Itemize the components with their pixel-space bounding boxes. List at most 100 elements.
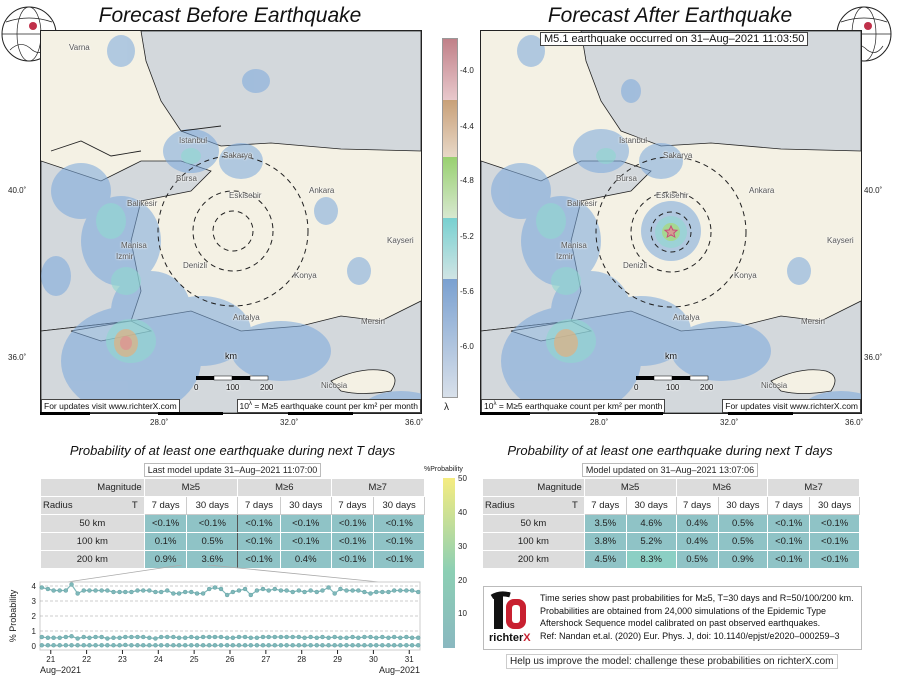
data-point — [302, 589, 307, 595]
city-label: Varna — [69, 43, 90, 52]
data-point — [75, 636, 80, 641]
city-label: Balikesir — [127, 199, 158, 208]
data-point — [218, 586, 224, 592]
probability-cell: 0.9% — [717, 550, 769, 569]
colorbar-label: λ — [444, 402, 449, 413]
lon-label: 28.0˚ — [150, 418, 169, 427]
probability-cell: <0.1% — [809, 550, 860, 569]
city-label: Bursa — [616, 174, 637, 183]
data-point — [266, 643, 271, 648]
probability-cell: <0.1% — [279, 514, 332, 533]
data-point — [266, 634, 271, 640]
period-column-header: 30 days — [625, 496, 677, 515]
richterx-logo-text: richterX — [489, 632, 531, 644]
right-table-title: Probability of at least one earthquake d… — [507, 443, 833, 458]
data-point — [254, 643, 260, 648]
richterx-logo-icon — [490, 591, 526, 629]
data-point — [236, 634, 242, 640]
data-point — [374, 589, 379, 595]
data-point — [380, 589, 385, 595]
data-point — [296, 634, 302, 640]
radius-label: 100 km — [482, 532, 585, 551]
data-point — [409, 635, 415, 640]
period-column-header: 30 days — [373, 496, 425, 515]
probability-cell: 0.4% — [675, 532, 719, 551]
period-column-header: 30 days — [279, 496, 332, 515]
city-label: Mersin — [801, 317, 826, 326]
data-point — [290, 589, 295, 595]
update-link[interactable]: For updates visit www.richterX.com — [722, 399, 861, 413]
radius-label: 200 km — [482, 550, 585, 569]
right-probability-table: Magnitude M≥5 M≥6 M≥7 Radius T 7 days 30 days 7 … — [482, 478, 860, 569]
data-point — [272, 643, 278, 648]
probability-cell: 0.5% — [186, 532, 239, 551]
radius-header: Radius T — [482, 496, 585, 515]
epicenter-star-icon — [663, 224, 679, 239]
data-point — [147, 588, 152, 593]
data-point — [153, 636, 158, 641]
data-point — [123, 589, 128, 595]
city-label: Konya — [734, 271, 757, 280]
period-column-header: 30 days — [186, 496, 239, 515]
probability-cell: <0.1% — [330, 514, 375, 533]
data-point — [224, 635, 230, 640]
data-point — [320, 634, 325, 640]
info-box: richterX Time series show past probabili… — [483, 586, 862, 650]
data-point — [81, 634, 86, 640]
data-point — [57, 588, 62, 593]
data-point — [242, 643, 248, 648]
data-point — [135, 643, 140, 648]
data-point — [99, 643, 104, 648]
x-tick-label: 24 — [154, 655, 163, 664]
table-row: 100 km 3.8% 5.2% 0.4% 0.5% <0.1% <0.1% — [482, 532, 860, 551]
data-point — [171, 591, 176, 596]
data-point — [314, 643, 319, 648]
data-point — [141, 643, 146, 648]
data-point — [51, 643, 56, 648]
right-forecast-map[interactable]: Istanbul Sakarya Bursa Eskisehir Ankara … — [480, 30, 862, 414]
data-point — [362, 643, 367, 648]
update-link[interactable]: For updates visit www.richterX.com — [41, 399, 180, 413]
data-point — [278, 634, 284, 640]
scale-tick: 200 — [700, 383, 714, 392]
probability-cell: <0.1% — [767, 532, 811, 551]
colorbar-tick: -4.8 — [460, 176, 474, 185]
data-point — [391, 588, 397, 593]
scale-tick: 100 — [226, 383, 240, 392]
data-point — [320, 588, 325, 593]
city-label: Eskisehir — [656, 191, 689, 200]
data-point — [189, 643, 194, 648]
city-label: Kayseri — [827, 236, 854, 245]
left-probability-table: Magnitude M≥5 M≥6 M≥7 Radius T 7 days 30 days 7 … — [40, 478, 426, 569]
x-axis-label-end: Aug–2021 — [379, 665, 420, 675]
data-point — [362, 634, 367, 640]
data-point — [278, 588, 284, 593]
data-point — [272, 634, 278, 640]
left-forecast-map[interactable]: Varna Istanbul Sakarya Bursa Eskisehir A… — [40, 30, 422, 414]
magnitude-column-header: M≥7 — [330, 478, 426, 497]
data-point — [153, 589, 158, 595]
data-point — [141, 588, 146, 593]
data-point — [230, 589, 236, 595]
data-point — [129, 643, 134, 648]
data-point — [189, 634, 194, 640]
radius-label: 200 km — [40, 550, 145, 569]
city-label: Sakarya — [663, 151, 693, 160]
data-point — [254, 588, 260, 593]
lat-label: 36.0˚ — [864, 353, 883, 362]
data-point — [344, 635, 349, 640]
data-point — [326, 643, 331, 648]
data-point — [356, 588, 361, 593]
x-axis-label-start: Aug–2021 — [40, 665, 81, 675]
lat-label: 40.0˚ — [864, 186, 883, 195]
data-point — [374, 643, 379, 648]
data-point — [194, 643, 200, 648]
data-point — [63, 634, 69, 640]
data-point — [416, 589, 421, 595]
radius-label: 100 km — [40, 532, 145, 551]
data-point — [51, 635, 56, 640]
challenge-link[interactable]: Help us improve the model: challenge the… — [506, 654, 838, 669]
city-label: Antalya — [233, 313, 260, 322]
data-point — [248, 635, 253, 640]
